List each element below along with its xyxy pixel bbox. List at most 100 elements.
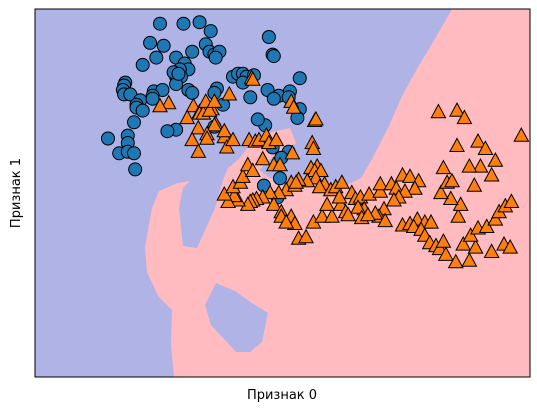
class1-point <box>401 168 418 183</box>
class1-point <box>472 157 489 173</box>
class0-island <box>205 283 268 352</box>
class1-point <box>340 206 357 222</box>
class0-point <box>243 90 258 105</box>
class1-point <box>462 227 479 242</box>
data-points <box>101 15 530 269</box>
class1-point <box>430 103 447 119</box>
class1-point <box>307 110 324 126</box>
class1-point <box>483 243 500 258</box>
class1-point <box>319 196 336 211</box>
class0-point <box>266 91 281 106</box>
class1-point <box>450 208 467 223</box>
class1-point <box>324 208 340 223</box>
class1-point <box>190 143 207 158</box>
class1-point <box>423 213 439 229</box>
class1-point <box>377 212 394 228</box>
class0-point <box>127 146 141 161</box>
class0-point <box>127 115 141 130</box>
class1-point <box>513 127 530 142</box>
class1-point <box>444 172 461 188</box>
class1-point <box>218 138 235 154</box>
class0-point <box>261 30 276 44</box>
class0-point <box>101 131 115 146</box>
class1-point <box>184 131 201 147</box>
class0-point <box>135 57 150 72</box>
class0-point <box>149 50 164 65</box>
class1-point <box>278 213 295 229</box>
class1-point <box>216 185 233 201</box>
class1-point <box>432 184 449 200</box>
class1-point <box>461 157 478 173</box>
class1-point <box>298 228 314 244</box>
class0-point <box>143 35 158 50</box>
class0-point <box>153 16 167 31</box>
class1-point <box>179 109 196 125</box>
class1-point <box>449 102 465 117</box>
class0-point <box>145 91 160 106</box>
x-axis-label: Признак 0 <box>247 388 317 403</box>
class0-point <box>292 71 307 86</box>
class1-point <box>487 152 504 167</box>
class1-point <box>152 97 168 113</box>
class1-point <box>483 166 500 182</box>
class1-point <box>201 102 218 117</box>
class0-point <box>203 24 218 39</box>
class1-point <box>503 193 520 208</box>
class1-point <box>477 140 494 155</box>
class0-point <box>176 16 191 31</box>
class0-point <box>185 44 200 59</box>
class1-point <box>288 174 305 189</box>
class1-point <box>449 137 465 152</box>
class1-point <box>331 188 348 204</box>
class1-point <box>305 140 322 155</box>
class0-point <box>156 38 171 53</box>
class1-point <box>216 122 233 138</box>
class1-point <box>160 94 177 110</box>
class1-point <box>361 185 378 201</box>
class1-point <box>265 196 282 211</box>
class1-point <box>359 206 376 222</box>
class1-point <box>372 175 389 191</box>
class0-point <box>185 85 200 100</box>
class0-point <box>135 103 150 118</box>
class1-point <box>190 119 207 135</box>
plot-frame <box>34 8 531 378</box>
class1-point <box>455 235 472 251</box>
class1-point <box>244 162 261 177</box>
class0-point <box>273 171 287 186</box>
class1-point <box>470 132 487 148</box>
class1-point <box>206 116 223 132</box>
class1-point <box>272 156 288 172</box>
class1-point <box>221 85 238 101</box>
class1-point <box>268 131 285 147</box>
class1-point <box>285 99 302 114</box>
class0-point <box>208 50 223 65</box>
y-axis-label: Признак 1 <box>9 158 24 228</box>
class1-point <box>244 71 261 86</box>
class1-point <box>466 177 483 192</box>
class1-point <box>284 144 301 160</box>
class1-point <box>502 238 519 254</box>
class1-point <box>262 184 279 200</box>
class1-point <box>206 93 223 108</box>
class1-point <box>225 131 241 147</box>
class1-point <box>461 252 478 267</box>
class1-point <box>311 178 328 194</box>
class1-point <box>447 253 464 269</box>
class1-point <box>478 218 495 233</box>
class0-point <box>250 112 265 127</box>
class0-point <box>266 49 281 64</box>
class0-point <box>128 162 143 177</box>
class1-point <box>254 150 271 166</box>
class0-point <box>171 66 186 81</box>
plot-area <box>34 8 531 378</box>
class1-point <box>220 193 237 208</box>
class1-point <box>467 238 484 254</box>
class1-point <box>385 191 402 207</box>
class1-point <box>333 174 350 189</box>
class1-point <box>456 109 473 125</box>
class1-point <box>199 129 215 145</box>
class1-point <box>406 180 423 195</box>
class1-point <box>435 159 452 175</box>
